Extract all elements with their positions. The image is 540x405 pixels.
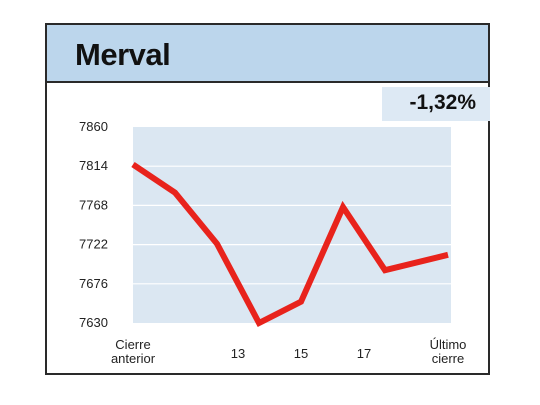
change-value: -1,32% xyxy=(409,91,476,114)
chart-header: Merval xyxy=(47,25,488,83)
x-tick-label: 15 xyxy=(294,346,308,361)
y-tick-label: 7768 xyxy=(79,197,108,212)
y-tick-label: 7722 xyxy=(79,237,108,252)
x-tick-label: Último xyxy=(430,337,467,352)
chart-title: Merval xyxy=(75,37,171,72)
x-tick-label: anterior xyxy=(111,351,156,366)
x-tick-label: 17 xyxy=(357,346,371,361)
x-tick-label: Cierre xyxy=(115,337,150,352)
x-tick-label: 13 xyxy=(231,346,245,361)
y-tick-label: 7676 xyxy=(79,276,108,291)
change-badge: -1,32% xyxy=(382,87,490,121)
y-tick-label: 7860 xyxy=(79,119,108,134)
y-tick-label: 7630 xyxy=(79,315,108,330)
x-tick-label: cierre xyxy=(432,351,465,366)
plot-area xyxy=(133,127,451,323)
series-line xyxy=(131,162,449,328)
y-tick-label: 7814 xyxy=(79,158,108,173)
